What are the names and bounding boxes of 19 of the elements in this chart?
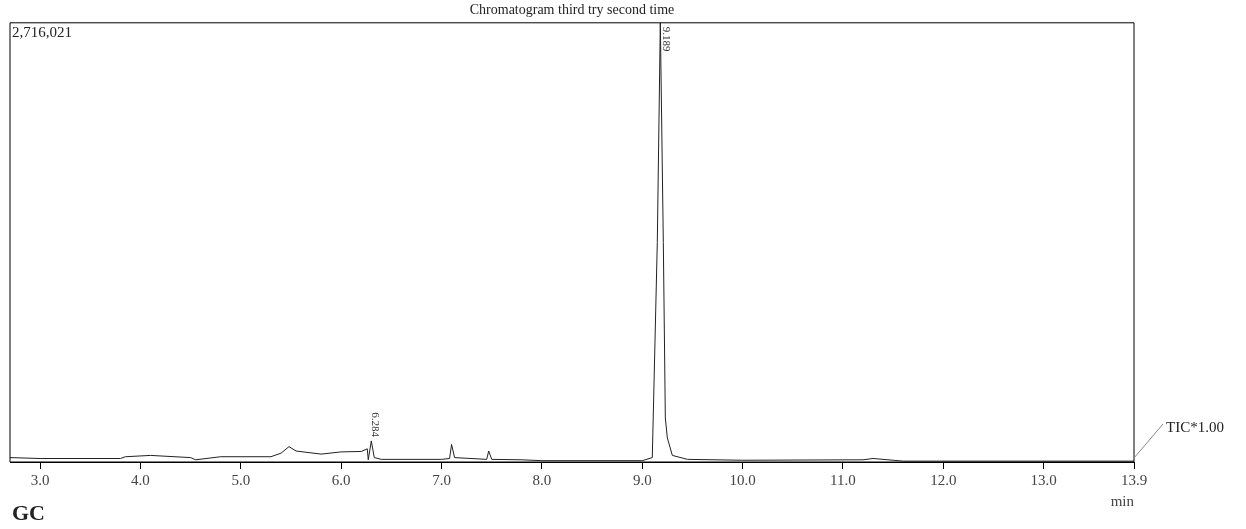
- chart-title: Chromatogram third try second time: [469, 2, 675, 18]
- annotation: 9.189: [661, 26, 674, 53]
- x-tick-label: 9.0: [632, 471, 652, 488]
- x-tick-label: 3.0: [30, 471, 50, 488]
- x-tick-label: 5.0: [231, 471, 251, 488]
- x-tick-label: 13.0: [1030, 471, 1057, 488]
- annotation: 2,716,021: [12, 23, 72, 40]
- x-tick-label: 10.0: [729, 471, 756, 488]
- x-tick-label: 11.0: [830, 471, 856, 488]
- x-tick-label: 7.0: [432, 471, 451, 488]
- x-tick-label: 4.0: [131, 471, 150, 488]
- x-tick-label: 6.0: [331, 471, 351, 488]
- annotation: 6.284: [369, 412, 382, 438]
- x-tick-label: 12.0: [930, 471, 957, 488]
- x-tick-label: 13.9: [1120, 471, 1148, 488]
- text: GC: [12, 500, 45, 525]
- x-axis-title: min: [1110, 492, 1135, 509]
- x-tick-label: 8.0: [532, 471, 552, 488]
- text: TIC*1.00: [1166, 419, 1224, 435]
